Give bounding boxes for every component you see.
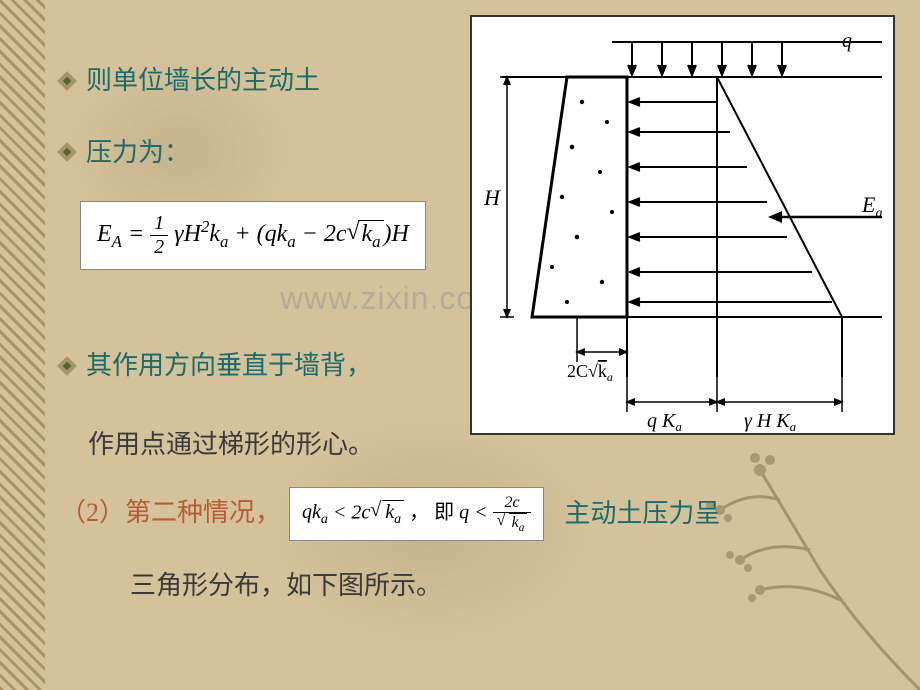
formula-lhs: EA xyxy=(97,221,122,247)
left-border-pattern xyxy=(0,0,45,690)
twoC-sqrt-ka: 2C√ka xyxy=(567,361,613,384)
figure-svg: q H xyxy=(472,17,897,437)
Ea-label: Ea xyxy=(861,192,882,221)
diamond-bullet-icon xyxy=(60,74,74,88)
gHKa-label: γ H Ka xyxy=(744,410,797,434)
minus-2c: − 2c xyxy=(296,221,347,247)
H-label: H xyxy=(483,185,501,210)
case2-prefix: （2）第二种情况， xyxy=(60,490,281,537)
frac-2c-sqrtka: 2cka xyxy=(493,494,532,534)
earth-pressure-figure: q H xyxy=(470,15,895,435)
H-squared: H2 xyxy=(184,221,210,247)
q: q xyxy=(265,221,277,247)
plus-open: + ( xyxy=(228,221,264,247)
close-H: )H xyxy=(384,221,409,247)
diamond-bullet-icon xyxy=(60,359,74,373)
sqrt-ka-2: ka xyxy=(370,500,404,528)
text-line-2: 压力为： xyxy=(86,132,190,174)
comma-ie: ， 即 xyxy=(404,501,459,523)
case2-continue-text: 三角形分布，如下图所示。 xyxy=(130,571,442,600)
ka2: ka xyxy=(277,221,296,247)
ka: ka xyxy=(209,221,228,247)
eq-sign: = xyxy=(122,221,150,247)
sqrt-ka: ka xyxy=(346,220,383,252)
case2-continue: 三角形分布，如下图所示。 xyxy=(130,563,860,610)
qka: qka xyxy=(302,501,328,523)
q-lt: q < xyxy=(459,501,493,523)
gamma: γ xyxy=(174,221,183,247)
text-line-1: 则单位墙长的主动土 xyxy=(86,60,320,102)
qKa-label: q Ka xyxy=(647,410,682,434)
diamond-bullet-icon xyxy=(60,145,74,159)
condition-formula: qka < 2cka ， 即 q < 2cka xyxy=(289,487,544,541)
lt-2c: < 2c xyxy=(328,501,370,523)
text-line-3b: 作用点通过梯形的形心。 xyxy=(88,430,374,459)
case2-line: （2）第二种情况， qka < 2cka ， 即 q < 2cka 主动土压力呈 xyxy=(60,487,860,541)
text-line-3: 其作用方向垂直于墙背， xyxy=(86,345,372,387)
half-fraction: 12 xyxy=(150,212,168,259)
case2-suffix: 主动土压力呈 xyxy=(564,493,720,535)
main-formula: EA = 12 γH2ka + (qka − 2cka)H xyxy=(80,201,426,270)
q-label: q xyxy=(842,30,852,52)
